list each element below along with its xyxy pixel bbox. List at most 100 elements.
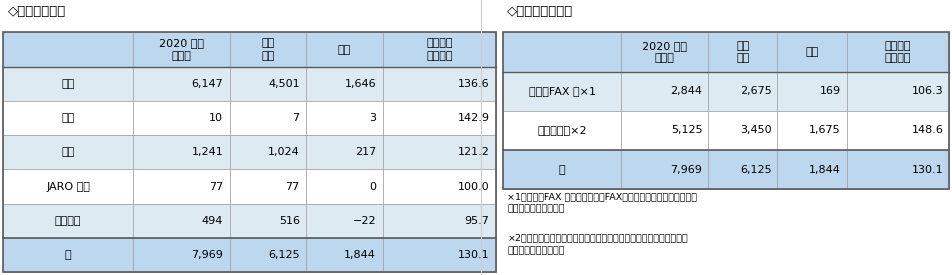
Bar xyxy=(708,150,778,189)
Bar xyxy=(3,169,133,204)
Text: 77: 77 xyxy=(209,182,224,192)
Text: 3,450: 3,450 xyxy=(740,125,772,135)
Text: 516: 516 xyxy=(279,216,300,226)
Text: ×1「電話・FAX 等」とは電話・FAX・郵便により受け付けたもの
　（「照会」含む）。: ×1「電話・FAX 等」とは電話・FAX・郵便により受け付けたもの （「照会」含… xyxy=(507,192,698,213)
Text: 計: 計 xyxy=(559,165,565,175)
Bar xyxy=(133,101,229,135)
Bar xyxy=(307,135,383,169)
Text: 増減: 増減 xyxy=(805,47,819,57)
Bar xyxy=(229,135,307,169)
Bar xyxy=(133,204,229,238)
Text: 0: 0 xyxy=(369,182,376,192)
Text: 照会: 照会 xyxy=(62,147,75,157)
Bar xyxy=(133,135,229,169)
Bar xyxy=(622,32,708,72)
Text: 100.0: 100.0 xyxy=(458,182,489,192)
Text: 前年同期
比（％）: 前年同期 比（％） xyxy=(426,38,452,61)
Text: 7,969: 7,969 xyxy=(191,250,224,260)
Text: 130.1: 130.1 xyxy=(458,250,489,260)
Text: 130.1: 130.1 xyxy=(912,165,943,175)
Bar xyxy=(307,101,383,135)
Text: 2020 年度
上半期: 2020 年度 上半期 xyxy=(643,41,687,63)
Text: ×2「オンライン」とはウェブサイト上の送信フォーム「広告みんな
　の声」経由のもの。: ×2「オンライン」とはウェブサイト上の送信フォーム「広告みんな の声」経由のもの… xyxy=(507,233,688,255)
Bar xyxy=(133,169,229,204)
Bar xyxy=(503,72,622,111)
Text: 広告以外: 広告以外 xyxy=(55,216,81,226)
Bar xyxy=(3,238,133,272)
Bar xyxy=(307,169,383,204)
Text: 1,241: 1,241 xyxy=(191,147,224,157)
Text: JARO 関連: JARO 関連 xyxy=(47,182,90,192)
Text: 4,501: 4,501 xyxy=(268,79,300,89)
Text: 前年
同期: 前年 同期 xyxy=(261,38,274,61)
Bar xyxy=(133,67,229,101)
Bar xyxy=(778,32,846,72)
Text: 3: 3 xyxy=(369,113,376,123)
Text: 苦情: 苦情 xyxy=(62,79,75,89)
Bar xyxy=(307,238,383,272)
Text: 前年
同期: 前年 同期 xyxy=(736,41,749,63)
Text: 217: 217 xyxy=(355,147,376,157)
Bar xyxy=(383,101,496,135)
Bar xyxy=(846,72,949,111)
Bar xyxy=(708,72,778,111)
Bar xyxy=(383,67,496,101)
Bar xyxy=(778,72,846,111)
Text: 2020 年度
上半期: 2020 年度 上半期 xyxy=(159,38,204,61)
Text: 136.6: 136.6 xyxy=(458,79,489,89)
Text: 2,675: 2,675 xyxy=(740,86,772,96)
Text: 121.2: 121.2 xyxy=(458,147,489,157)
Bar xyxy=(133,32,229,67)
Bar xyxy=(3,135,133,169)
Bar xyxy=(503,32,949,189)
Bar xyxy=(383,204,496,238)
Bar xyxy=(846,32,949,72)
Text: 10: 10 xyxy=(209,113,224,123)
Bar xyxy=(778,150,846,189)
Bar xyxy=(307,67,383,101)
Text: オンライン×2: オンライン×2 xyxy=(537,125,586,135)
Text: 6,147: 6,147 xyxy=(191,79,224,89)
Text: 1,844: 1,844 xyxy=(809,165,841,175)
Text: 増減: 増減 xyxy=(338,45,351,54)
Bar xyxy=(3,67,133,101)
Text: 計: 計 xyxy=(65,250,71,260)
Text: 5,125: 5,125 xyxy=(671,125,703,135)
Text: 169: 169 xyxy=(820,86,841,96)
Bar xyxy=(622,150,708,189)
Text: 7: 7 xyxy=(292,113,300,123)
Bar xyxy=(778,111,846,150)
Text: 前年同期
比（％）: 前年同期 比（％） xyxy=(884,41,911,63)
Text: 7,969: 7,969 xyxy=(670,165,703,175)
Bar xyxy=(846,150,949,189)
Text: 2,844: 2,844 xyxy=(670,86,703,96)
Text: 称賛: 称賛 xyxy=(62,113,75,123)
Bar xyxy=(383,169,496,204)
Text: 142.9: 142.9 xyxy=(458,113,489,123)
Bar xyxy=(622,72,708,111)
Bar xyxy=(229,101,307,135)
Bar xyxy=(503,32,622,72)
Text: ◇相談内訳件数: ◇相談内訳件数 xyxy=(8,6,66,18)
Text: 1,675: 1,675 xyxy=(809,125,841,135)
Bar xyxy=(708,32,778,72)
Bar xyxy=(229,32,307,67)
Text: 77: 77 xyxy=(286,182,300,192)
Text: 1,844: 1,844 xyxy=(345,250,376,260)
Text: −22: −22 xyxy=(352,216,376,226)
Bar xyxy=(307,32,383,67)
Text: 1,646: 1,646 xyxy=(345,79,376,89)
Bar xyxy=(622,111,708,150)
Bar xyxy=(383,135,496,169)
Bar xyxy=(229,238,307,272)
Bar xyxy=(503,150,622,189)
Text: 106.3: 106.3 xyxy=(912,86,943,96)
Text: 6,125: 6,125 xyxy=(740,165,772,175)
Text: 1,024: 1,024 xyxy=(268,147,300,157)
Text: 95.7: 95.7 xyxy=(465,216,489,226)
Bar xyxy=(229,67,307,101)
Text: 電話・FAX 等×1: 電話・FAX 等×1 xyxy=(528,86,596,96)
Bar xyxy=(503,111,622,150)
Text: 148.6: 148.6 xyxy=(912,125,943,135)
Bar xyxy=(383,32,496,67)
